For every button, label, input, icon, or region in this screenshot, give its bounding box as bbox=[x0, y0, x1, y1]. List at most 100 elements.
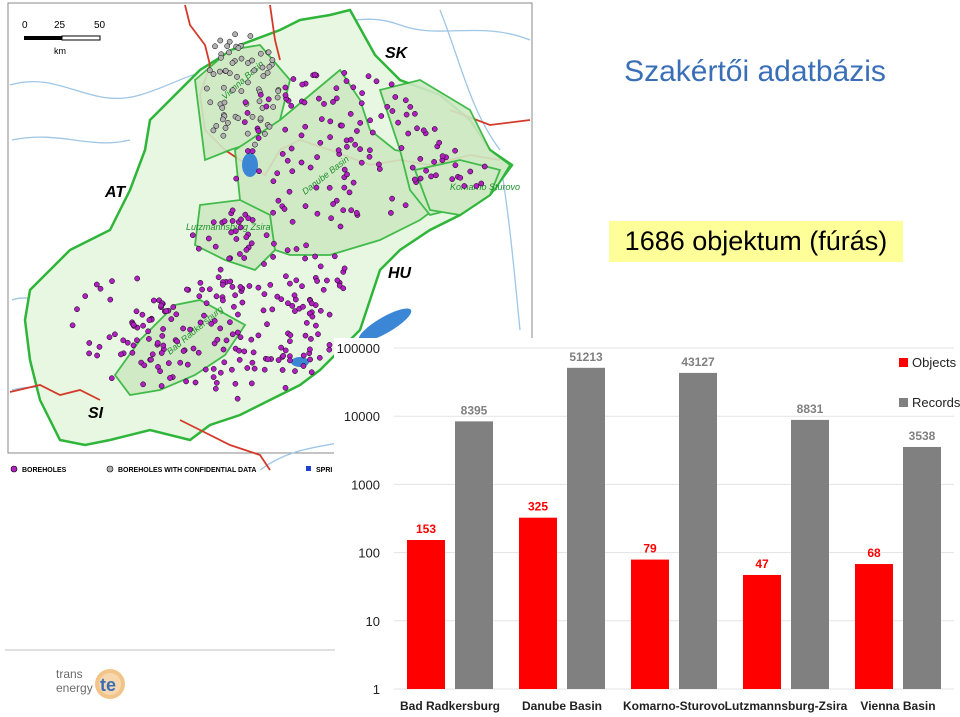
borehole-point bbox=[315, 331, 321, 338]
borehole-point bbox=[326, 311, 333, 318]
borehole-point bbox=[218, 54, 224, 61]
borehole-point bbox=[326, 342, 333, 348]
borehole-point bbox=[398, 145, 405, 151]
borehole-point bbox=[291, 292, 298, 299]
borehole-point bbox=[229, 218, 236, 224]
borehole-point bbox=[350, 179, 357, 186]
borehole-point bbox=[317, 263, 324, 270]
borehole-point bbox=[210, 374, 217, 380]
scale-unit: km bbox=[54, 46, 66, 56]
borehole-point bbox=[246, 283, 253, 289]
borehole-point bbox=[340, 207, 347, 214]
borehole-point bbox=[357, 120, 364, 126]
borehole-point bbox=[195, 245, 202, 252]
borehole-point bbox=[263, 232, 270, 239]
bar-chart: 1 10 100 1000 10000 100000 153 8395 Bad Radkersb… bbox=[334, 338, 960, 717]
borehole-point bbox=[231, 303, 237, 310]
borehole-point bbox=[257, 115, 264, 122]
country-label-sk: SK bbox=[385, 45, 409, 62]
borehole-point bbox=[234, 73, 240, 80]
borehole-point bbox=[312, 253, 318, 260]
borehole-point bbox=[327, 134, 333, 140]
borehole-point bbox=[341, 265, 348, 272]
borehole-point bbox=[244, 130, 251, 137]
borehole-point bbox=[148, 356, 154, 363]
y-tick-label: 10000 bbox=[344, 409, 380, 424]
borehole-point bbox=[270, 104, 277, 110]
borehole-point bbox=[299, 283, 305, 290]
borehole-points bbox=[69, 31, 488, 402]
borehole-point bbox=[411, 176, 418, 183]
logo-line1: trans bbox=[56, 667, 83, 681]
borehole-point bbox=[275, 357, 282, 363]
borehole-point bbox=[340, 285, 347, 292]
borehole-point bbox=[300, 303, 306, 310]
borehole-point bbox=[145, 328, 151, 335]
borehole-point bbox=[423, 167, 429, 174]
borehole-point bbox=[269, 57, 276, 63]
borehole-point bbox=[165, 360, 172, 366]
bar-objects bbox=[519, 517, 557, 689]
borehole-point bbox=[233, 236, 240, 242]
borehole-point bbox=[261, 261, 267, 267]
borehole-point bbox=[238, 216, 244, 223]
borehole-point bbox=[108, 375, 115, 382]
borehole-point bbox=[461, 183, 468, 189]
borehole-point bbox=[344, 143, 350, 150]
borehole-point bbox=[478, 180, 485, 187]
borehole-point bbox=[244, 365, 251, 371]
borehole-point bbox=[330, 99, 336, 105]
borehole-point bbox=[197, 279, 204, 286]
basin-label-komarno: Komarno Sturovo bbox=[450, 182, 520, 192]
borehole-point bbox=[449, 176, 456, 182]
borehole-point bbox=[237, 224, 244, 231]
data-label: 68 bbox=[867, 546, 881, 560]
legend-label: Records bbox=[912, 395, 960, 410]
bar-records bbox=[455, 421, 493, 689]
borehole-point bbox=[265, 96, 272, 103]
borehole-point bbox=[274, 94, 281, 101]
borehole-point bbox=[378, 113, 385, 119]
borehole-point bbox=[302, 123, 309, 130]
borehole-point bbox=[134, 275, 141, 282]
borehole-point bbox=[286, 188, 293, 195]
borehole-point bbox=[184, 361, 191, 368]
borehole-point bbox=[217, 266, 224, 273]
borehole-point bbox=[289, 303, 296, 309]
borehole-point bbox=[264, 356, 271, 363]
borehole-point bbox=[196, 293, 203, 300]
bar-objects bbox=[631, 559, 669, 689]
borehole-point bbox=[269, 306, 276, 313]
borehole-point bbox=[335, 147, 342, 154]
borehole-point bbox=[210, 127, 217, 134]
borehole-point bbox=[278, 344, 284, 351]
borehole-point bbox=[220, 132, 227, 139]
borehole-point bbox=[257, 91, 264, 98]
borehole-point bbox=[180, 348, 187, 354]
borehole-point bbox=[150, 297, 157, 304]
borehole-point bbox=[134, 337, 140, 344]
borehole-point bbox=[217, 369, 224, 376]
borehole-point bbox=[313, 184, 320, 191]
borehole-point bbox=[473, 183, 480, 189]
borehole-point bbox=[417, 156, 424, 162]
borehole-point bbox=[256, 98, 263, 105]
borehole-point bbox=[265, 49, 272, 56]
borehole-point bbox=[243, 234, 250, 241]
borehole-point bbox=[229, 366, 235, 373]
borehole-point bbox=[282, 126, 289, 133]
borehole-point bbox=[215, 274, 222, 281]
borehole-point bbox=[206, 67, 213, 74]
borehole-point bbox=[203, 300, 210, 307]
bar-objects bbox=[855, 564, 893, 689]
borehole-point bbox=[221, 359, 228, 366]
category-label: Vienna Basin bbox=[860, 699, 935, 713]
borehole-point bbox=[130, 321, 137, 328]
borehole-point bbox=[290, 76, 297, 82]
data-label: 47 bbox=[755, 557, 769, 571]
borehole-point bbox=[282, 384, 289, 391]
borehole-point bbox=[249, 57, 255, 64]
borehole-point bbox=[216, 68, 223, 75]
borehole-point bbox=[289, 168, 296, 175]
borehole-point bbox=[330, 201, 336, 207]
